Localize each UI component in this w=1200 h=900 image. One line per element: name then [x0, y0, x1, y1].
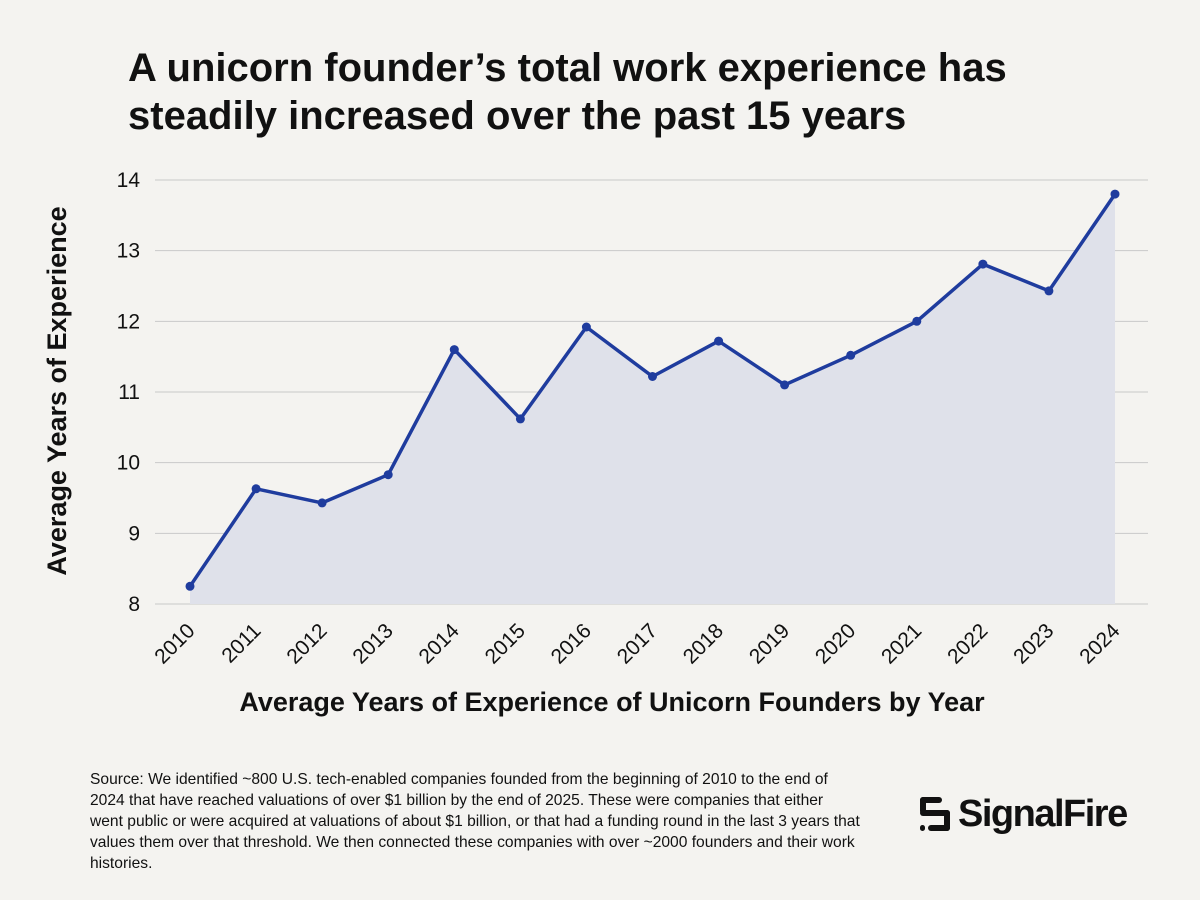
data-point-2013 — [383, 470, 393, 480]
y-tick-label: 9 — [128, 522, 140, 545]
y-axis-ticks: 8 9 10 11 12 13 14 — [117, 169, 141, 616]
data-point-2012 — [317, 498, 327, 508]
data-point-2022 — [978, 259, 988, 269]
x-tick-label: 2010 — [150, 619, 199, 668]
x-tick-label: 2013 — [348, 619, 397, 668]
y-tick-label: 10 — [117, 452, 140, 475]
data-point-2016 — [581, 322, 591, 332]
area-fill — [190, 194, 1115, 604]
y-tick-label: 12 — [117, 310, 140, 333]
x-tick-label: 2023 — [1009, 619, 1058, 668]
data-point-2011 — [251, 484, 261, 494]
y-tick-label: 14 — [117, 169, 141, 192]
data-points — [185, 189, 1120, 591]
x-axis-ticks: 2010 2011 2012 2013 2014 2015 2016 2017 2018 2019… — [150, 619, 1125, 669]
data-point-2019 — [780, 380, 790, 390]
x-tick-label: 2012 — [282, 619, 331, 668]
y-tick-label: 11 — [118, 381, 140, 404]
data-point-2015 — [515, 414, 525, 424]
x-tick-label: 2022 — [943, 619, 992, 668]
data-point-2020 — [846, 350, 856, 360]
x-tick-label: 2019 — [745, 619, 794, 668]
y-axis-title: Average Years of Experience — [42, 206, 72, 575]
x-axis-title: Average Years of Experience of Unicorn F… — [239, 687, 985, 717]
data-point-2014 — [449, 345, 459, 355]
x-tick-label: 2024 — [1075, 619, 1125, 669]
x-tick-label: 2016 — [547, 619, 596, 668]
signalfire-logo-icon — [920, 797, 950, 831]
data-point-2023 — [1044, 286, 1054, 296]
x-tick-label: 2021 — [877, 619, 926, 668]
x-tick-label: 2014 — [415, 619, 465, 669]
logo-text: SignalFire — [958, 792, 1128, 835]
chart-title: A unicorn founder’s total work experienc… — [128, 46, 1007, 138]
data-point-2021 — [912, 316, 922, 326]
data-point-2017 — [648, 372, 657, 381]
signalfire-logo: SignalFire — [918, 790, 1128, 838]
y-tick-label: 13 — [117, 240, 140, 263]
data-point-2024 — [1110, 189, 1120, 199]
x-tick-label: 2018 — [679, 619, 728, 668]
x-tick-label: 2017 — [613, 619, 662, 668]
source-note: Source: We identified ~800 U.S. tech-ena… — [90, 771, 860, 872]
x-tick-label: 2020 — [811, 619, 860, 668]
data-point-2018 — [714, 336, 724, 346]
data-point-2010 — [185, 581, 195, 591]
x-tick-label: 2011 — [217, 619, 265, 667]
y-tick-label: 8 — [128, 593, 140, 616]
x-tick-label: 2015 — [481, 619, 530, 668]
